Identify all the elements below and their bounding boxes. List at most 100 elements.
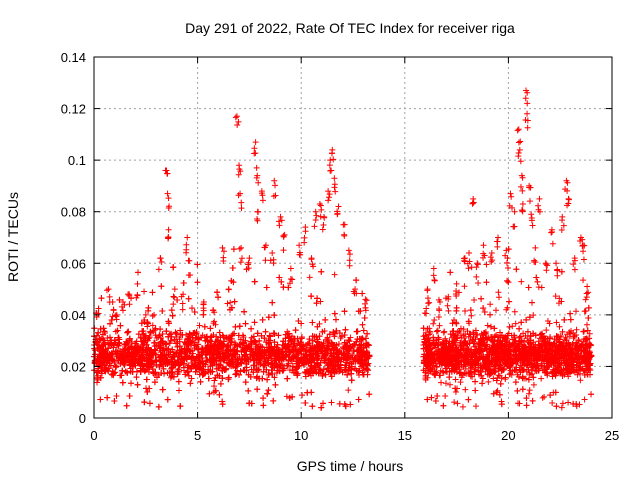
data-point (259, 375, 266, 382)
data-point (259, 316, 266, 323)
data-point (143, 376, 150, 383)
data-point (229, 264, 236, 271)
data-point (158, 283, 165, 290)
data-point (141, 399, 148, 406)
data-point (304, 389, 311, 396)
data-point (215, 294, 222, 301)
data-point (126, 392, 133, 399)
data-point (299, 392, 306, 399)
data-point (181, 367, 188, 374)
data-point (262, 328, 269, 335)
data-point (251, 319, 258, 326)
data-point (236, 323, 243, 330)
data-point (229, 331, 236, 338)
data-point (269, 299, 276, 306)
data-point (328, 373, 335, 380)
data-point (364, 330, 371, 337)
data-point (242, 320, 249, 327)
data-point (313, 300, 320, 307)
data-point (176, 387, 183, 394)
data-point (317, 298, 324, 305)
data-point (194, 279, 201, 286)
data-point (359, 290, 366, 297)
data-point (237, 368, 244, 375)
data-point (211, 383, 218, 390)
data-point (270, 397, 277, 404)
data-point (332, 316, 339, 323)
data-point (104, 394, 111, 401)
data-point (104, 334, 111, 341)
data-point (366, 391, 373, 398)
data-point (125, 328, 132, 335)
data-point (359, 321, 366, 328)
data-point (353, 277, 360, 284)
data-point (180, 279, 187, 286)
data-point (168, 307, 175, 314)
data-point (98, 295, 105, 302)
data-point (298, 335, 305, 342)
data-point (254, 386, 261, 393)
data-point (141, 288, 148, 295)
data-point (328, 399, 335, 406)
data-point (335, 341, 342, 347)
data-point (341, 308, 348, 315)
data-point (216, 329, 223, 336)
data-point (135, 269, 142, 276)
data-point (292, 327, 299, 334)
data-point (188, 375, 195, 382)
data-point (174, 296, 181, 303)
data-point (309, 403, 316, 410)
data-point (318, 268, 325, 275)
data-point (265, 387, 272, 394)
data-point (331, 271, 338, 278)
data-point (342, 326, 349, 333)
data-point (159, 386, 166, 393)
data-point (159, 308, 166, 315)
data-point (197, 378, 204, 385)
data-point (146, 400, 153, 407)
data-point (248, 325, 255, 332)
data-point (124, 329, 131, 336)
data-point (194, 261, 201, 268)
data-point (145, 304, 152, 311)
data-point (168, 330, 175, 337)
data-point (354, 328, 361, 335)
data-point (170, 264, 177, 271)
data-point (260, 395, 267, 402)
data-point (348, 377, 355, 384)
data-point (355, 396, 362, 403)
data-point (306, 274, 313, 281)
data-point (119, 379, 126, 386)
data-points (91, 87, 595, 411)
data-point (345, 387, 352, 394)
data-point (230, 246, 237, 253)
data-point (217, 380, 224, 387)
data-point (280, 284, 287, 291)
data-point (161, 370, 168, 377)
data-point (322, 316, 329, 323)
data-point (271, 312, 278, 319)
data-point (263, 284, 270, 291)
data-point (189, 305, 196, 312)
data-point (361, 314, 368, 321)
data-point (206, 390, 213, 397)
data-point (245, 387, 252, 394)
data-point (191, 309, 198, 316)
data-point (194, 346, 201, 353)
data-point (134, 381, 141, 388)
data-point (177, 403, 184, 410)
data-point (175, 378, 182, 385)
data-point (360, 327, 367, 334)
data-point (302, 400, 309, 407)
data-point (169, 312, 176, 319)
data-point (185, 295, 192, 302)
data-point (128, 380, 135, 387)
data-point (187, 380, 194, 387)
data-point (309, 319, 316, 326)
data-point (133, 374, 140, 381)
data-point (242, 379, 249, 386)
data-point (308, 293, 315, 300)
data-point (272, 381, 279, 388)
data-point (201, 323, 208, 330)
